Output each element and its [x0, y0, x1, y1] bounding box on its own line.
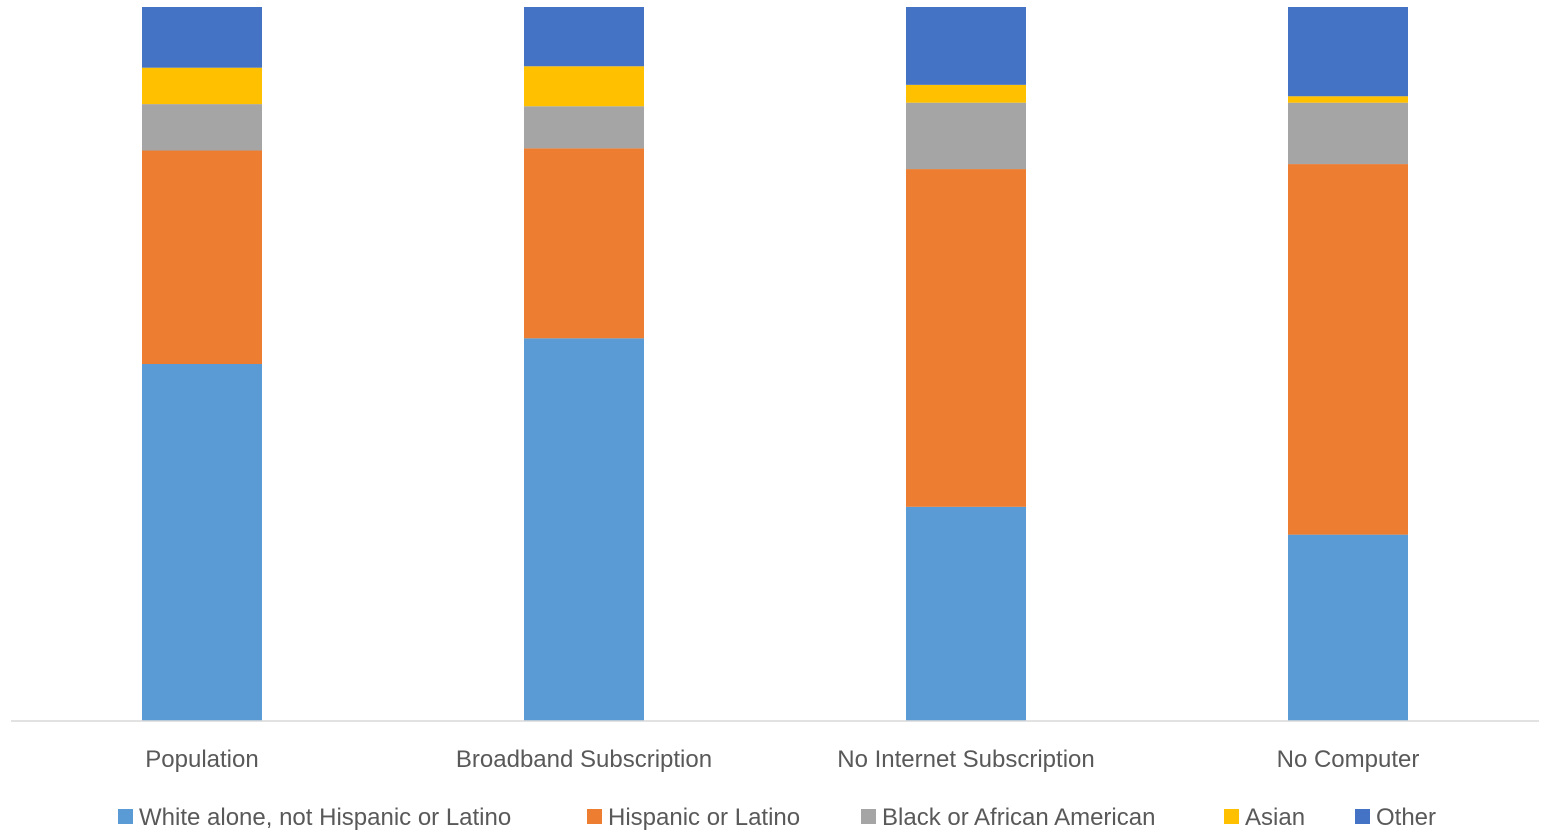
- bar-segment-population-black-or-african-american: [142, 104, 262, 151]
- x-tick-label-broadband-subscription: Broadband Subscription: [456, 746, 712, 773]
- bar-segment-no-internet-subscription-other: [906, 7, 1026, 85]
- bar-segment-no-internet-subscription-asian: [906, 84, 1026, 103]
- bar-segment-no-internet-subscription-black-or-african-american: [906, 102, 1026, 170]
- x-tick-label-no-internet-subscription: No Internet Subscription: [837, 746, 1094, 773]
- legend-swatch-black-or-african-american: [861, 809, 876, 824]
- legend: White alone, not Hispanic or Latino Hispa…: [118, 804, 1436, 831]
- legend-swatch-hispanic-or-latino: [587, 809, 602, 824]
- legend-label-black-or-african-american: Black or African American: [882, 804, 1155, 831]
- legend-label-asian: Asian: [1245, 804, 1305, 831]
- legend-label-hispanic-or-latino: Hispanic or Latino: [608, 804, 800, 831]
- bar-segment-broadband-subscription-black-or-african-american: [524, 106, 644, 149]
- bar-segment-no-computer-hispanic-or-latino: [1288, 164, 1408, 535]
- bar-segment-population-asian: [142, 67, 262, 105]
- bar-segment-population-white-alone-not-hispanic-or-latino: [142, 364, 262, 721]
- x-tick-label-no-computer: No Computer: [1277, 746, 1420, 773]
- bar-segment-broadband-subscription-hispanic-or-latino: [524, 148, 644, 339]
- legend-label-white-alone-not-hispanic-or-latino: White alone, not Hispanic or Latino: [139, 804, 511, 831]
- bar-segment-broadband-subscription-asian: [524, 66, 644, 107]
- bar-segment-no-internet-subscription-white-alone-not-hispanic-or-latino: [906, 506, 1026, 721]
- legend-item-asian: Asian: [1224, 804, 1305, 831]
- bar-segment-population-other: [142, 7, 262, 68]
- legend-swatch-asian: [1224, 809, 1239, 824]
- legend-item-other: Other: [1355, 804, 1436, 831]
- legend-swatch-white-alone-not-hispanic-or-latino: [118, 809, 133, 824]
- bar-segment-no-internet-subscription-hispanic-or-latino: [906, 169, 1026, 507]
- bar-segment-broadband-subscription-other: [524, 7, 644, 67]
- bar-segment-population-hispanic-or-latino: [142, 150, 262, 364]
- bar-segment-no-computer-other: [1288, 7, 1408, 97]
- x-tick-label-population: Population: [145, 746, 258, 773]
- legend-swatch-other: [1355, 809, 1370, 824]
- legend-item-black-or-african-american: Black or African American: [861, 804, 1155, 831]
- bar-segment-no-computer-black-or-african-american: [1288, 102, 1408, 165]
- legend-item-white-alone-not-hispanic-or-latino: White alone, not Hispanic or Latino: [118, 804, 511, 831]
- legend-item-hispanic-or-latino: Hispanic or Latino: [587, 804, 800, 831]
- x-axis-tick-labels: Population Broadband Subscription No Inter…: [145, 746, 1419, 773]
- bars-layer: [142, 7, 1408, 721]
- bar-segment-broadband-subscription-white-alone-not-hispanic-or-latino: [524, 338, 644, 721]
- bar-segment-no-computer-white-alone-not-hispanic-or-latino: [1288, 534, 1408, 721]
- bar-segment-no-computer-asian: [1288, 96, 1408, 103]
- legend-label-other: Other: [1376, 804, 1436, 831]
